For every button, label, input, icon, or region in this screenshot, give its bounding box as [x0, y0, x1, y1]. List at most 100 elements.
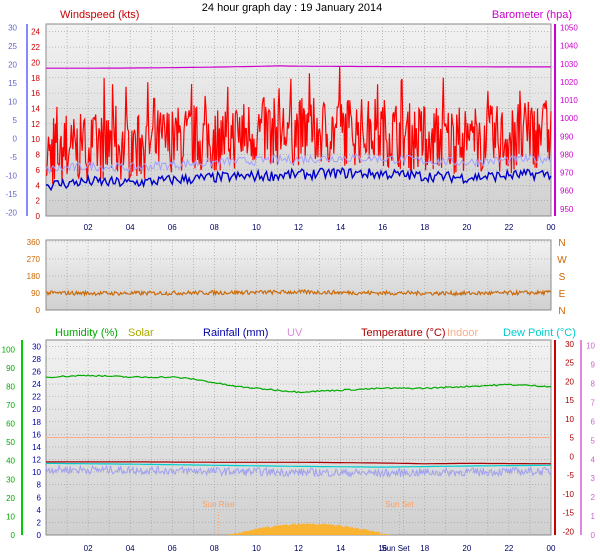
rainfall-tick-label: 28 — [32, 355, 41, 364]
uv-tick-label: 1 — [591, 512, 596, 521]
legend-dew-point: Dew Point (°C) — [503, 327, 576, 339]
x-tick-label: 08 — [210, 223, 219, 232]
rainfall-tick-label: 18 — [32, 418, 41, 427]
barometer-axis-label: Barometer (hpa) — [492, 9, 572, 21]
temp-panel-series: Sun Rise Sun Set — [45, 374, 552, 535]
temperature-tick-label: -15 — [562, 509, 574, 518]
temperature-tick-label: 20 — [565, 377, 574, 386]
humidity-tick-label: 80 — [6, 382, 15, 391]
direction-tick-label: 180 — [27, 272, 41, 281]
windspeed-tick-label: 2 — [36, 197, 41, 206]
humidity-tick-label: 50 — [6, 438, 15, 447]
wind-direction-line — [45, 288, 552, 298]
rainfall-tick-label: 4 — [37, 506, 42, 515]
direction-tick-label: 360 — [27, 238, 41, 247]
temperature-tick-label: 5 — [570, 434, 575, 443]
outer-tick-label: 0 — [13, 134, 18, 143]
x-tick-label: 08 — [210, 544, 219, 553]
barometer-tick-label: 970 — [560, 169, 574, 178]
outer-tick-label: 15 — [8, 79, 17, 88]
direction-panel-series — [45, 288, 552, 298]
rainfall-tick-label: 12 — [32, 456, 41, 465]
barometer-tick-label: 1020 — [560, 78, 578, 87]
outer-tick-label: -5 — [10, 153, 18, 162]
temperature-tick-label: 10 — [565, 415, 574, 424]
uv-tick-label: 7 — [591, 398, 596, 407]
uv-tick-label: 4 — [591, 455, 596, 464]
windspeed-tick-label: 10 — [31, 135, 40, 144]
legend-rainfall: Rainfall (mm) — [203, 327, 268, 339]
x-tick-label: 02 — [84, 544, 93, 553]
humidity-tick-label: 10 — [6, 512, 15, 521]
x-tick-label: 10 — [252, 544, 261, 553]
rainfall-tick-label: 8 — [37, 481, 42, 490]
temperature-tick-label: 25 — [565, 359, 574, 368]
solar-area — [226, 523, 392, 535]
uv-tick-label: 10 — [586, 342, 595, 351]
rainfall-tick-label: 10 — [32, 468, 41, 477]
barometer-tick-label: 1040 — [560, 42, 578, 51]
barometer-tick-label: 950 — [560, 205, 574, 214]
outer-tick-label: 30 — [8, 24, 17, 33]
outer-tick-label: 25 — [8, 42, 17, 51]
humidity-tick-label: 90 — [6, 364, 15, 373]
wind-panel-series — [45, 65, 552, 192]
windspeed-tick-label: 0 — [36, 212, 41, 221]
legend-uv: UV — [287, 327, 303, 339]
direction-tick-label: 0 — [36, 306, 41, 315]
outer-tick-label: -15 — [5, 190, 17, 199]
windspeed-axis-label: Windspeed (kts) — [60, 9, 139, 21]
humidity-tick-label: 30 — [6, 475, 15, 484]
temperature-tick-label: -10 — [562, 490, 574, 499]
windspeed-tick-label: 22 — [31, 43, 40, 52]
x-tick-label: 12 — [294, 544, 303, 553]
x-tick-label: 02 — [84, 223, 93, 232]
uv-tick-label: 9 — [591, 361, 596, 370]
x-tick-label: 14 — [336, 223, 345, 232]
x-tick-label: 18 — [420, 544, 429, 553]
outer-tick-label: 20 — [8, 61, 17, 70]
windspeed-tick-label: 6 — [36, 166, 41, 175]
rainfall-tick-label: 6 — [37, 493, 42, 502]
x-tick-label: 16 — [378, 223, 387, 232]
barometer-tick-label: 960 — [560, 187, 574, 196]
barometer-tick-label: 1030 — [560, 60, 578, 69]
compass-tick-label: S — [559, 272, 566, 283]
legend-temperature: Temperature (°C) — [361, 327, 445, 339]
sun-marker-label: Sun Set — [385, 500, 414, 509]
uv-tick-label: 8 — [591, 380, 596, 389]
outer-tick-label: -20 — [5, 208, 17, 217]
outer-tick-label: -10 — [5, 171, 17, 180]
windspeed-tick-label: 16 — [31, 89, 40, 98]
compass-tick-label: W — [557, 255, 567, 266]
windspeed-tick-label: 8 — [36, 151, 41, 160]
compass-tick-label: N — [558, 306, 565, 317]
legend-solar: Solar — [128, 327, 154, 339]
rainfall-tick-label: 30 — [32, 342, 41, 351]
windspeed-tick-label: 18 — [31, 74, 40, 83]
barometer-tick-label: 1050 — [560, 24, 578, 33]
humidity-tick-label: 60 — [6, 420, 15, 429]
temperature-line — [46, 461, 552, 465]
windspeed-tick-label: 4 — [36, 181, 41, 190]
windspeed-tick-label: 14 — [31, 104, 40, 113]
direction-tick-label: 90 — [31, 289, 40, 298]
barometer-tick-label: 1010 — [560, 96, 578, 105]
wind-average-line — [45, 166, 552, 192]
direction-panel-background — [45, 239, 552, 311]
uv-tick-label: 2 — [591, 493, 596, 502]
rainfall-tick-label: 24 — [32, 380, 41, 389]
temperature-tick-label: 30 — [565, 340, 574, 349]
dew-point-noise-line — [45, 464, 552, 479]
windspeed-tick-label: 20 — [31, 58, 40, 67]
x-tick-label: 20 — [462, 544, 471, 553]
rainfall-tick-label: 20 — [32, 405, 41, 414]
x-tick-label: 22 — [504, 544, 513, 553]
x-tick-label: 06 — [168, 223, 177, 232]
outer-tick-label: 10 — [8, 98, 17, 107]
direction-tick-label: 270 — [27, 255, 41, 264]
humidity-tick-label: 0 — [11, 531, 16, 540]
uv-tick-label: 5 — [591, 436, 596, 445]
